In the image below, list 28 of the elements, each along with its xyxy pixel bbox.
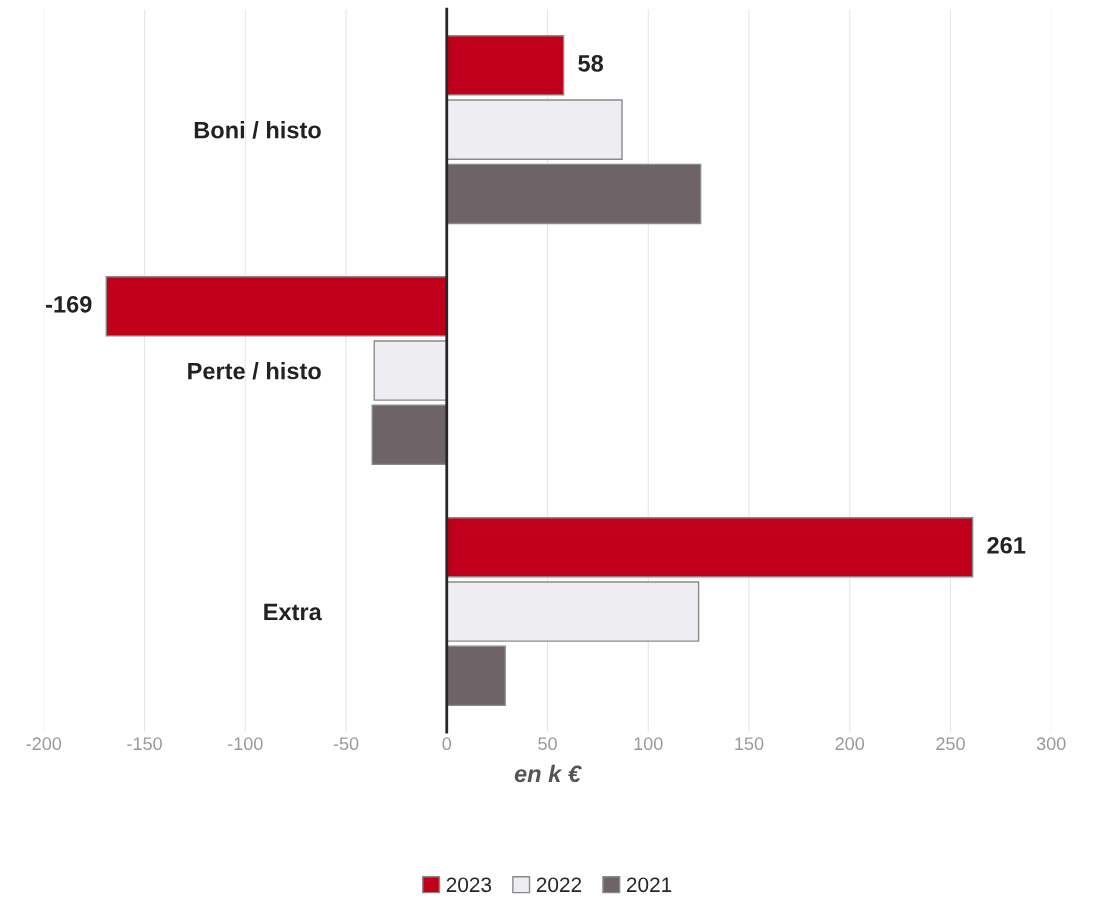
- x-tick-label: 0: [442, 737, 452, 751]
- bar: [373, 340, 448, 401]
- x-tick-label: -150: [127, 737, 162, 751]
- bar: [105, 276, 448, 337]
- legend-label: 2021: [626, 877, 672, 893]
- legend-label: 2023: [446, 877, 492, 893]
- y-tick-label: Boni / histo: [194, 121, 321, 139]
- data-label: 58: [578, 54, 604, 72]
- legend-label: 2022: [536, 877, 582, 893]
- x-tick-label: 50: [538, 737, 557, 751]
- bar: [446, 163, 702, 225]
- x-tick-label: 200: [835, 737, 865, 751]
- x-tick-label: 150: [735, 737, 764, 751]
- bar: [446, 645, 506, 707]
- data-label: -169: [46, 295, 92, 313]
- x-tick-label: -200: [26, 737, 62, 751]
- x-tick-label: -50: [333, 737, 359, 751]
- x-tick-label: -100: [228, 737, 263, 751]
- x-axis-title: en k €: [514, 764, 582, 783]
- bar: [446, 517, 974, 578]
- x-tick-label: 250: [936, 737, 965, 751]
- bar: [371, 404, 448, 466]
- data-label: 261: [987, 536, 1026, 554]
- bar: [446, 35, 565, 96]
- x-tick-label: 100: [634, 737, 663, 751]
- y-tick-label: Perte / histo: [188, 362, 321, 380]
- y-tick-label: Extra: [264, 603, 322, 621]
- x-tick-label: 300: [1036, 737, 1066, 751]
